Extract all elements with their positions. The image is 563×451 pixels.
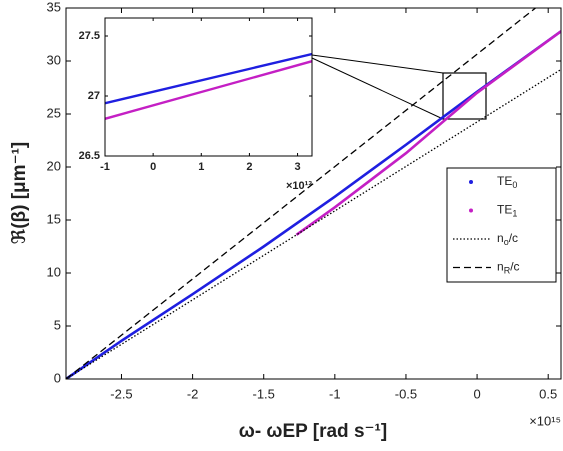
plot-area <box>66 8 561 379</box>
x-tick-label: -1.5 <box>253 386 275 401</box>
legend-label-part: /c <box>510 260 519 274</box>
legend-label-sub: 0 <box>512 180 517 190</box>
x-tick-label: -1 <box>329 386 341 401</box>
legend-label-sub: R <box>504 266 511 276</box>
plot-area <box>105 52 312 120</box>
legend-label-sub: 1 <box>512 209 517 219</box>
axes-frame <box>104 17 313 157</box>
series-line <box>66 8 537 379</box>
legend-label: TE0 <box>497 174 517 190</box>
series-line <box>105 60 312 120</box>
axes-frame <box>65 7 562 380</box>
x-tick-label: 0.5 <box>539 386 557 401</box>
y-tick-label: 25 <box>47 105 61 120</box>
y-tick-label: 35 <box>47 0 61 14</box>
x-tick-label: -1 <box>100 161 110 173</box>
legend-label-sub: o <box>504 237 509 247</box>
series-line <box>66 68 561 379</box>
legend-label-part: TE <box>497 174 512 188</box>
legend-box <box>446 167 557 283</box>
x-tick-label: 1 <box>198 161 204 173</box>
inset-x-exponent: ×10¹³ <box>286 180 312 192</box>
x-tick-label: 3 <box>294 161 300 173</box>
legend-label-part: /c <box>509 231 518 245</box>
legend-label-part: n <box>497 231 504 245</box>
legend-label: no/c <box>497 231 518 247</box>
x-tick-label: -2.5 <box>110 386 132 401</box>
x-tick-label: -2 <box>187 386 199 401</box>
zoom-connector <box>311 57 444 120</box>
y-tick-label: 15 <box>47 211 61 226</box>
y-tick-label: 26.5 <box>79 150 100 162</box>
series-line <box>105 52 312 105</box>
legend-label-part: n <box>497 260 504 274</box>
inset-background <box>105 18 312 156</box>
y-tick-label: 5 <box>54 317 61 332</box>
x-exponent: ×10¹⁵ <box>529 413 561 428</box>
legend-label: TE1 <box>497 203 517 219</box>
x-tick-label: 2 <box>246 161 252 173</box>
zoom-box <box>442 72 487 120</box>
x-tick-label: 0 <box>150 161 156 173</box>
y-tick-label: 20 <box>47 158 61 173</box>
x-axis-label: ω- ωEP [rad s⁻¹] <box>239 421 387 442</box>
y-tick-label: 0 <box>54 370 61 385</box>
y-tick-label: 30 <box>47 52 61 67</box>
x-tick-label: -0.5 <box>395 386 417 401</box>
series-line <box>295 30 561 236</box>
x-tick-label: 0 <box>473 386 480 401</box>
zoom-connector <box>311 54 444 74</box>
y-tick-label: 27.5 <box>79 30 100 42</box>
legend-marker <box>469 208 473 213</box>
series-line <box>66 30 561 379</box>
legend-label: nR/c <box>497 260 520 276</box>
legend-marker <box>469 180 473 184</box>
y-axis-label: ℜ(β) [μm⁻¹] <box>9 142 30 245</box>
legend-label-part: TE <box>497 203 512 217</box>
y-tick-label: 10 <box>47 264 61 279</box>
y-tick-label: 27 <box>88 90 100 102</box>
